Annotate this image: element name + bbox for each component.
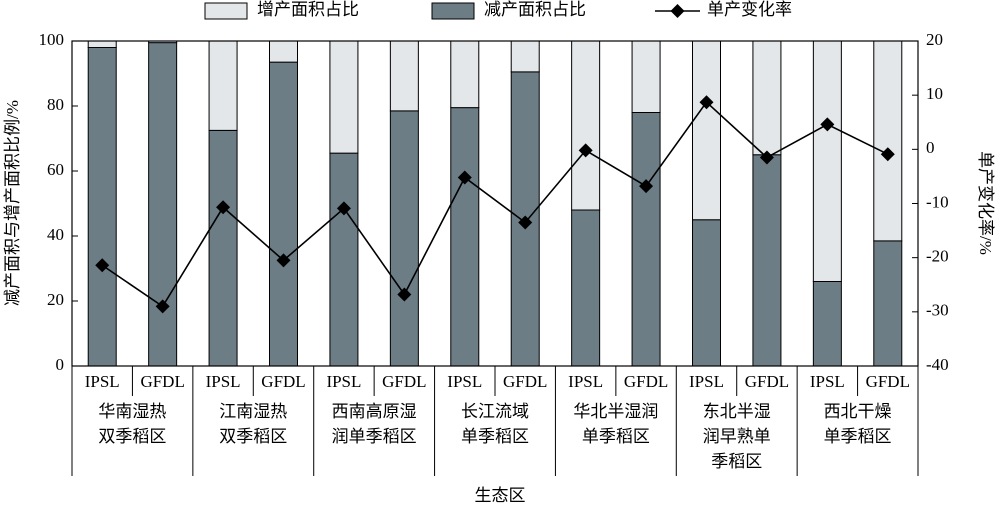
bar bbox=[631, 40, 661, 113]
bar bbox=[450, 40, 480, 109]
bar bbox=[752, 154, 782, 367]
bar bbox=[692, 219, 721, 367]
x-axis-title: 生态区 bbox=[475, 486, 526, 505]
y2-tick-label: -10 bbox=[926, 192, 949, 211]
bar bbox=[87, 47, 117, 367]
group-label: 西南高原湿 bbox=[332, 402, 417, 421]
line-marker bbox=[578, 143, 593, 158]
y2-tick-label: -20 bbox=[926, 247, 949, 266]
legend-swatch bbox=[431, 2, 475, 20]
legend-label: 减产面积占比 bbox=[484, 0, 586, 19]
line-marker bbox=[397, 287, 412, 302]
bar bbox=[208, 40, 238, 131]
bar bbox=[450, 107, 480, 367]
y-tick-label: 40 bbox=[47, 225, 64, 244]
y-tick-label: 20 bbox=[47, 290, 64, 309]
x-tick-label: IPSL bbox=[85, 372, 120, 391]
group-label: 单季稻区 bbox=[461, 427, 529, 446]
y-tick-label: 80 bbox=[47, 95, 64, 114]
legend-label: 单产变化率 bbox=[707, 0, 792, 19]
group-label: 单季稻区 bbox=[582, 427, 650, 446]
group-label: 双季稻区 bbox=[219, 427, 287, 446]
group-label: 西北干燥 bbox=[824, 402, 892, 421]
bar bbox=[389, 40, 419, 112]
legend-marker bbox=[670, 4, 685, 18]
x-tick-label: IPSL bbox=[447, 372, 482, 391]
line-marker bbox=[639, 179, 654, 194]
line-marker bbox=[880, 147, 895, 162]
line-marker bbox=[276, 253, 291, 268]
bar bbox=[389, 110, 419, 367]
group-label: 华北半湿润 bbox=[573, 402, 658, 421]
x-tick-label: IPSL bbox=[326, 372, 361, 391]
line-marker bbox=[759, 150, 774, 165]
bar bbox=[329, 40, 359, 154]
x-tick-label: GFDL bbox=[140, 372, 184, 391]
y-axis-title: 减产面积与增产面积比例/% bbox=[3, 100, 22, 306]
group-label: 润早熟单 bbox=[703, 426, 771, 446]
bar bbox=[812, 281, 842, 367]
y2-tick-label: 10 bbox=[926, 84, 943, 103]
y-tick-label: 60 bbox=[47, 160, 64, 179]
group-label: 华南湿热 bbox=[98, 402, 166, 421]
y2-tick-label: 0 bbox=[926, 138, 935, 157]
group-label: 季稻区 bbox=[711, 452, 762, 471]
y2-axis-title: 单产变化率/% bbox=[976, 151, 995, 255]
bar bbox=[752, 40, 782, 156]
line-marker bbox=[457, 170, 472, 185]
x-tick-label: IPSL bbox=[689, 372, 724, 391]
bar bbox=[812, 40, 842, 282]
line-marker bbox=[699, 95, 714, 110]
bar bbox=[510, 40, 540, 73]
bar bbox=[269, 40, 298, 63]
group-label: 单季稻区 bbox=[824, 427, 892, 446]
x-tick-label: IPSL bbox=[568, 372, 603, 391]
y2-tick-label: -40 bbox=[926, 355, 949, 374]
line bbox=[101, 101, 889, 308]
group-label: 长江流域 bbox=[461, 402, 529, 421]
x-tick-label: GFDL bbox=[624, 372, 668, 391]
bar bbox=[873, 40, 903, 242]
line-marker bbox=[518, 215, 533, 230]
bar bbox=[631, 112, 661, 367]
group-label: 东北半湿 bbox=[703, 402, 771, 421]
bar bbox=[329, 152, 359, 367]
group-label: 双季稻区 bbox=[98, 427, 166, 446]
x-tick-label: GFDL bbox=[382, 372, 426, 391]
bar bbox=[571, 40, 601, 211]
y-tick-label: 0 bbox=[56, 355, 65, 374]
bar bbox=[269, 61, 298, 367]
x-tick-label: IPSL bbox=[206, 372, 241, 391]
bar bbox=[87, 40, 117, 48]
bar bbox=[571, 209, 601, 367]
bar bbox=[148, 42, 178, 367]
line-marker bbox=[820, 117, 835, 132]
legend-label: 增产面积占比 bbox=[257, 0, 359, 19]
line-marker bbox=[336, 201, 351, 216]
y2-tick-label: -30 bbox=[926, 301, 949, 320]
line-marker bbox=[155, 299, 170, 314]
y-tick-label: 100 bbox=[39, 30, 65, 49]
group-label: 江南湿热 bbox=[219, 402, 287, 421]
x-tick-label: IPSL bbox=[810, 372, 845, 391]
legend-swatch bbox=[204, 2, 248, 20]
x-tick-label: GFDL bbox=[503, 372, 547, 391]
bar bbox=[692, 40, 721, 221]
bar bbox=[208, 129, 238, 367]
bar bbox=[873, 240, 903, 367]
plot-frame bbox=[71, 40, 919, 367]
line-marker bbox=[95, 258, 110, 273]
y2-tick-label: 20 bbox=[926, 30, 943, 49]
group-label: 润单季稻区 bbox=[332, 427, 417, 446]
x-tick-label: GFDL bbox=[866, 372, 910, 391]
x-tick-label: GFDL bbox=[745, 372, 789, 391]
x-tick-label: GFDL bbox=[261, 372, 305, 391]
line-marker bbox=[216, 200, 231, 215]
